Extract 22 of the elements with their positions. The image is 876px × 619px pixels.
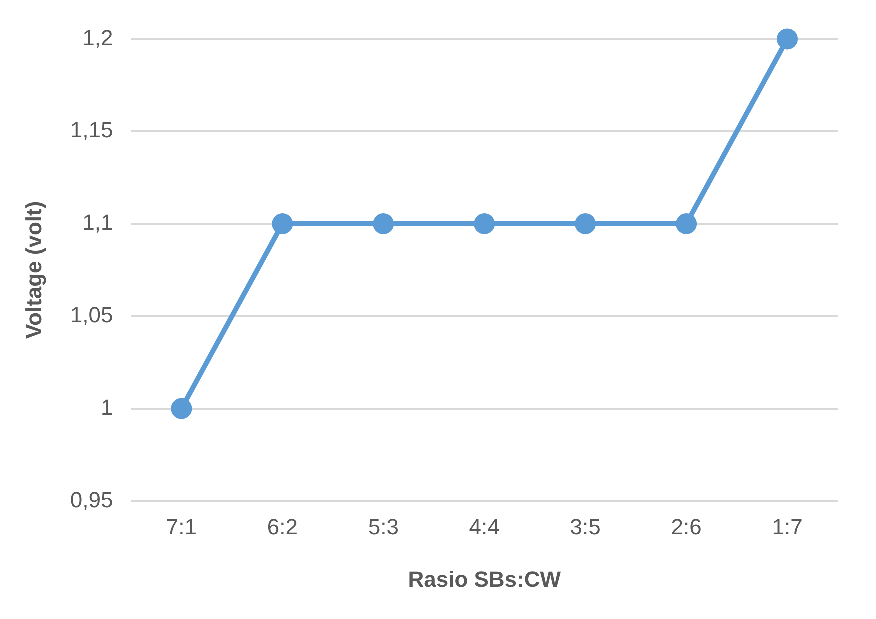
y-tick-label: 1,2 — [82, 25, 114, 50]
y-tick-label: 1,15 — [70, 118, 114, 143]
x-axis-title: Rasio SBs:CW — [408, 566, 562, 592]
point — [373, 214, 394, 234]
y-tick-label: 1,1 — [82, 210, 114, 236]
point — [474, 214, 496, 234]
x-tick-label: 7:1 — [166, 514, 197, 540]
point — [676, 214, 698, 234]
x-tick-label: 4:4 — [469, 514, 500, 540]
y-axis-title: Voltage (volt) — [21, 201, 46, 340]
x-tick-label: 5:3 — [368, 514, 399, 540]
x-tick-label: 2:6 — [671, 514, 702, 540]
x-tick-label: 6:2 — [267, 514, 298, 540]
point — [272, 214, 294, 234]
point — [575, 214, 596, 234]
y-tick-label: 1 — [100, 394, 114, 420]
y-tick-label: 1,05 — [70, 302, 114, 328]
y-tick-label: 0,95 — [70, 487, 114, 512]
point — [777, 28, 798, 50]
x-tick-label: 1:7 — [772, 514, 803, 540]
x-tick-label: 3:5 — [570, 514, 601, 540]
point — [171, 398, 192, 420]
